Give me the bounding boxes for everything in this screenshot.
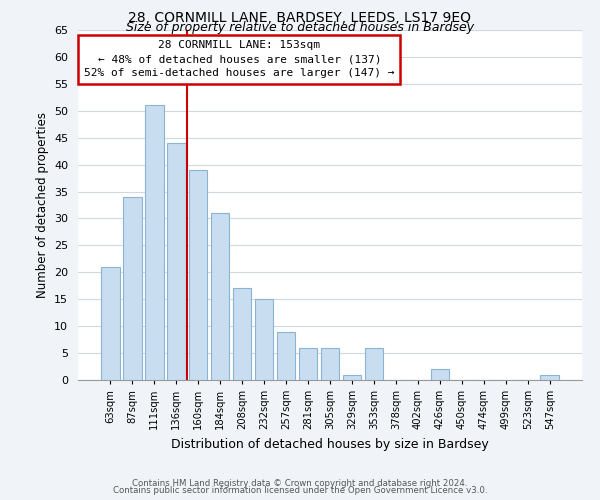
Text: 28 CORNMILL LANE: 153sqm
← 48% of detached houses are smaller (137)
52% of semi-: 28 CORNMILL LANE: 153sqm ← 48% of detach… [84, 40, 395, 78]
X-axis label: Distribution of detached houses by size in Bardsey: Distribution of detached houses by size … [171, 438, 489, 450]
Bar [365, 348, 383, 380]
Text: Contains HM Land Registry data © Crown copyright and database right 2024.: Contains HM Land Registry data © Crown c… [132, 478, 468, 488]
Bar [541, 374, 559, 380]
Bar [320, 348, 340, 380]
Text: Contains public sector information licensed under the Open Government Licence v3: Contains public sector information licen… [113, 486, 487, 495]
Y-axis label: Number of detached properties: Number of detached properties [35, 112, 49, 298]
Bar [277, 332, 295, 380]
Text: Size of property relative to detached houses in Bardsey: Size of property relative to detached ho… [126, 21, 474, 34]
Bar [299, 348, 317, 380]
Bar [167, 143, 185, 380]
Bar [101, 267, 119, 380]
Bar [431, 369, 449, 380]
Bar [123, 197, 142, 380]
Bar [189, 170, 208, 380]
Bar [211, 213, 229, 380]
Bar [233, 288, 251, 380]
Bar [145, 106, 164, 380]
Bar [343, 374, 361, 380]
Text: 28, CORNMILL LANE, BARDSEY, LEEDS, LS17 9EQ: 28, CORNMILL LANE, BARDSEY, LEEDS, LS17 … [128, 11, 472, 25]
Bar [255, 299, 274, 380]
